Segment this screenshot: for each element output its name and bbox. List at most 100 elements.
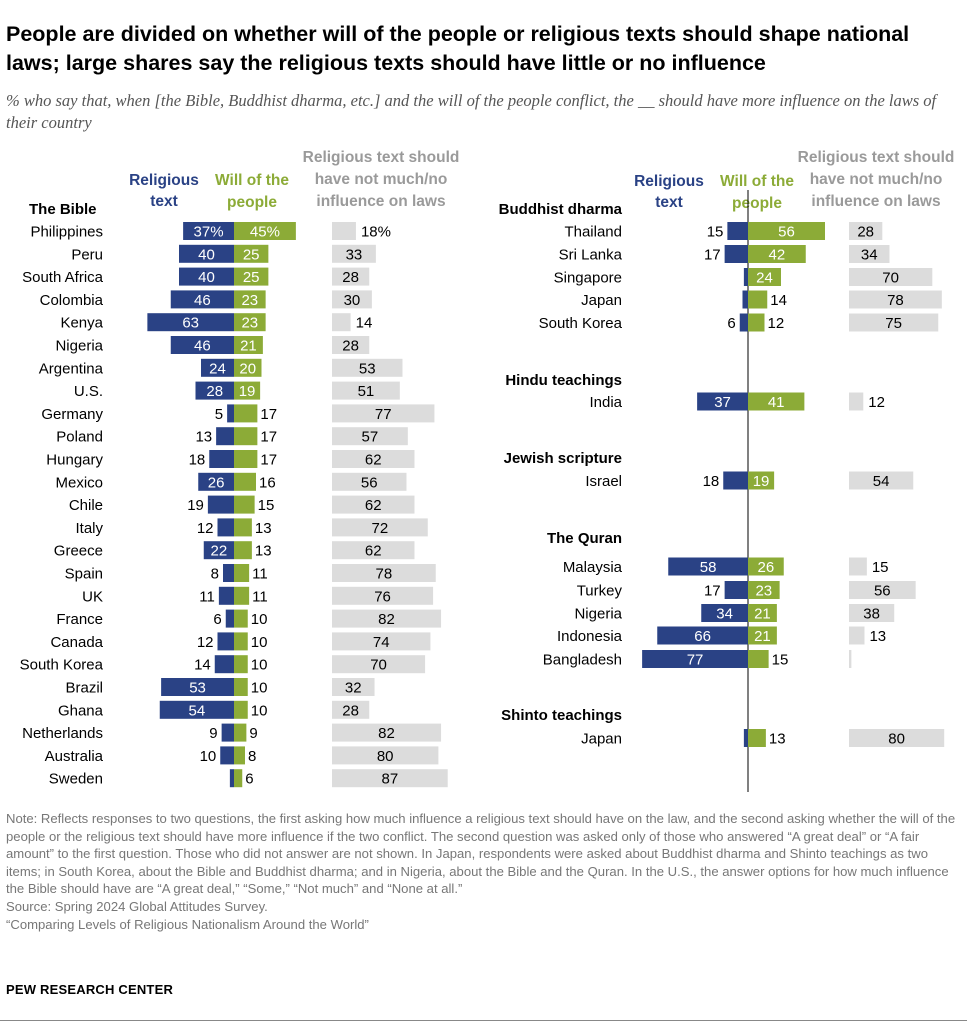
panel-2-g3-row-0-bar-none bbox=[849, 557, 867, 576]
panel-1-g0-row-9-bar-none bbox=[332, 427, 408, 446]
chart-notes: Note: Reflects responses to two question… bbox=[6, 810, 964, 933]
panel-2-g3-row-1-label-will: 23 bbox=[755, 583, 772, 600]
panel-2-g3-row-4-bar-will bbox=[748, 650, 769, 668]
panel-1-g0-row-6-bar-will bbox=[234, 358, 262, 377]
panel-2-g0-row-1-bar-will bbox=[748, 245, 806, 263]
panel-2-g0-row-3-label-none: 78 bbox=[887, 292, 904, 309]
panel-2-g0-row-0-label-none: 28 bbox=[857, 224, 874, 241]
panel-1-g0-row-22-label-none: 82 bbox=[378, 725, 395, 742]
panel-1-g0-row-16-label-none: 76 bbox=[374, 588, 391, 605]
panel-2-g0-row-2-bar-will bbox=[748, 268, 781, 286]
panel-2-g3-row-0-label-none: 15 bbox=[872, 559, 889, 576]
panel-1-g0-row-19-bar-will bbox=[234, 655, 248, 674]
panel-1-legend-religious-text-line2: text bbox=[150, 193, 178, 210]
panel-1-g0-row-6-label-none: 53 bbox=[359, 360, 376, 377]
panel-1-g0-row-2-label-religious: 40 bbox=[198, 269, 215, 286]
panel-1-g0-row-17-country-label: France bbox=[56, 611, 103, 628]
panel-1-g0-row-18-bar-will bbox=[234, 632, 248, 651]
panel-1-g0-row-11-label-none: 56 bbox=[361, 474, 378, 491]
panel-1-g0-row-4-label-religious: 63 bbox=[182, 315, 199, 332]
panel-1-g0-row-2-bar-will bbox=[234, 267, 269, 286]
panel-2-g2-row-0-label-will: 19 bbox=[753, 473, 770, 490]
panel-1-g0-row-15-label-religious: 8 bbox=[211, 566, 219, 583]
chart-subtitle: % who say that, when [the Bible, Buddhis… bbox=[6, 91, 937, 132]
panel-1-g0-row-21-bar-will bbox=[234, 700, 248, 719]
panel-1-g0-row-3-label-none: 30 bbox=[344, 292, 361, 309]
panel-1-g0-row-12-bar-will bbox=[234, 495, 255, 514]
panel-1-g0-row-8-label-will: 17 bbox=[260, 406, 277, 423]
panel-1-g0-row-7-label-will: 19 bbox=[239, 383, 256, 400]
panel-1-g0-row-7-bar-religious bbox=[195, 381, 234, 400]
panel-2-g0-row-2-label-will: 24 bbox=[756, 270, 773, 287]
panel-1-g0-row-13-label-will: 13 bbox=[255, 520, 272, 537]
panel-1-g0-row-5-label-will: 21 bbox=[240, 338, 257, 355]
panel-1-g0-row-21-label-none: 28 bbox=[342, 702, 359, 719]
panel-1-g0-row-1-label-will: 25 bbox=[243, 246, 260, 263]
panel-1-g0-row-17-bar-will bbox=[234, 609, 248, 628]
panel-1-g0-row-18-bar-none bbox=[332, 632, 431, 651]
panel-1-g0-row-12-bar-religious bbox=[207, 495, 234, 514]
panel-2-g3-row-3-label-none: 13 bbox=[869, 628, 886, 645]
panel-1-g0-row-6-bar-religious bbox=[201, 358, 234, 377]
panel-1-g0-row-17-label-none: 82 bbox=[378, 611, 395, 628]
panel-2-g0-row-1-label-none: 34 bbox=[861, 247, 878, 264]
panel-1-g0-row-22-label-religious: 9 bbox=[209, 725, 217, 742]
panel-1-g0-row-11-bar-none bbox=[332, 472, 407, 491]
panel-2-g3-row-0-label-religious: 58 bbox=[700, 559, 717, 576]
panel-1-g0-row-19-bar-none bbox=[332, 655, 426, 674]
panel-1-g0-row-14-label-none: 62 bbox=[365, 543, 382, 560]
panel-1-g0-row-7-label-religious: 28 bbox=[206, 383, 223, 400]
panel-2-legend-religious-text-line1: Religious bbox=[634, 173, 704, 190]
panel-1-g0-row-20-country-label: Brazil bbox=[65, 680, 103, 697]
panel-1-g0-row-16-country-label: UK bbox=[82, 588, 103, 605]
source-text: Source: Spring 2024 Global Attitudes Sur… bbox=[6, 898, 268, 914]
panel-1-g0-row-21-label-will: 10 bbox=[251, 702, 268, 719]
panel-2-g0-row-1-label-religious: 17 bbox=[704, 247, 721, 264]
panel-2-group-header-2: Jewish scripture bbox=[504, 450, 622, 467]
panel-1-g0-row-23-bar-religious bbox=[220, 746, 234, 765]
panel-1-g0-row-21-label-religious: 54 bbox=[189, 702, 206, 719]
panel-2-g4-row-0-label-none: 80 bbox=[888, 731, 905, 748]
panel-1-g0-row-2-label-none: 28 bbox=[342, 269, 359, 286]
panel-1-g0-row-0-bar-will bbox=[234, 222, 296, 240]
panel-1-g0-row-17-bar-religious bbox=[225, 609, 234, 628]
panel-1-g0-row-3-country-label: Colombia bbox=[40, 292, 104, 309]
panel-2-g0-row-1-bar-none bbox=[849, 245, 890, 263]
panel-2-g0-row-0-bar-will bbox=[748, 222, 825, 240]
panel-2-g3-row-3-bar-none bbox=[849, 626, 865, 645]
panel-1-g0-row-19-label-will: 10 bbox=[251, 657, 268, 674]
panel-1-g0-row-3-bar-none bbox=[332, 290, 372, 309]
panel-2-legend-none-line2: have not much/no bbox=[810, 171, 943, 188]
panel-2-g1-row-0-bar-will bbox=[748, 392, 805, 411]
panel-1-g0-row-23-country-label: Australia bbox=[45, 748, 104, 765]
panel-1-g0-row-22-label-will: 9 bbox=[249, 725, 257, 742]
panel-1-legend-will-line1: Will of the bbox=[215, 172, 289, 189]
panel-2-g0-row-4-label-none: 75 bbox=[885, 315, 902, 332]
panel-2-g3-row-2-bar-religious bbox=[701, 604, 748, 622]
panel-2-g0-row-2-label-none: 70 bbox=[882, 270, 899, 287]
panel-1-g0-row-17-label-will: 10 bbox=[251, 611, 268, 628]
panel-1-g0-row-22-bar-will bbox=[234, 723, 247, 742]
panel-2-g4-row-0-bar-religious bbox=[743, 729, 748, 747]
panel-1-g0-row-20-label-religious: 53 bbox=[189, 680, 206, 697]
panel-2-g2-row-0-label-religious: 18 bbox=[703, 473, 720, 490]
panel-2-g3-row-2-bar-will bbox=[748, 604, 777, 622]
panel-1-g0-row-9-country-label: Poland bbox=[56, 429, 103, 446]
panel-1-g0-row-9-bar-religious bbox=[216, 427, 234, 446]
panel-2-legend-none-line1: Religious text should bbox=[798, 149, 955, 166]
report-title: “Comparing Levels of Religious Nationali… bbox=[6, 916, 369, 932]
panel-2-g3-row-4-label-religious: 77 bbox=[687, 652, 704, 669]
panel-2-g3-row-4-bar-religious bbox=[642, 650, 748, 668]
panel-2-g1-row-0-bar-religious bbox=[697, 392, 748, 411]
panel-1-g0-row-24-bar-will bbox=[234, 769, 243, 788]
panel-1-g0-row-20-label-none: 32 bbox=[345, 680, 362, 697]
panel-1-g0-row-18-label-none: 74 bbox=[373, 634, 390, 651]
panel-1-g0-row-14-label-religious: 22 bbox=[211, 543, 228, 560]
panel-1-g0-row-18-label-religious: 12 bbox=[197, 634, 214, 651]
panel-1-g0-row-0-bar-none bbox=[332, 222, 356, 240]
panel-2-g3-row-1-bar-religious bbox=[724, 581, 748, 599]
panel-1-g0-row-0-label-religious: 37% bbox=[194, 224, 224, 241]
panel-1-g0-row-14-bar-will bbox=[234, 541, 252, 560]
panel-2-g4-row-0-label-will: 13 bbox=[769, 731, 786, 748]
panel-1-g0-row-2-country-label: South Africa bbox=[22, 269, 104, 286]
